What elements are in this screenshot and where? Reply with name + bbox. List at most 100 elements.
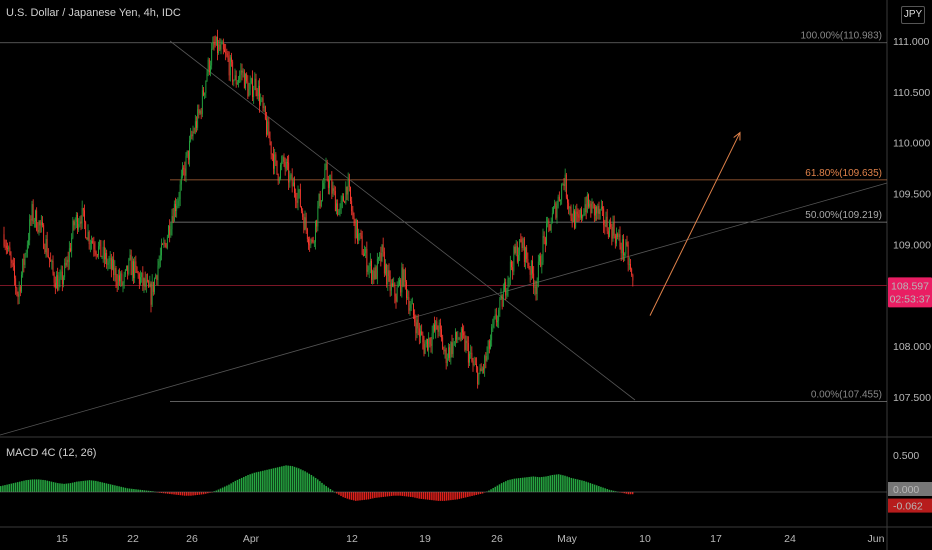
candle-body — [67, 259, 69, 263]
candle-body — [22, 259, 24, 275]
macd-bar — [380, 492, 382, 498]
trendline-down[interactable] — [169, 40, 636, 401]
macd-bar — [112, 484, 114, 492]
candle-body — [136, 267, 138, 273]
macd-bar — [245, 475, 247, 492]
macd-bar — [145, 490, 148, 492]
candle-body — [409, 308, 411, 311]
macd-bar — [477, 492, 480, 495]
candle-body — [627, 245, 629, 265]
candle-body — [521, 242, 523, 248]
candle-body — [348, 179, 350, 188]
candle-body — [613, 222, 615, 236]
macd-bar — [198, 492, 201, 495]
time-axis-label: Apr — [243, 533, 260, 545]
candle-body — [527, 258, 529, 266]
candle-body — [446, 358, 448, 363]
candle-body — [233, 79, 235, 82]
candle-body — [346, 186, 348, 195]
time-axis-label: 26 — [186, 533, 198, 545]
candle-body — [358, 233, 360, 241]
candle-body — [8, 247, 10, 249]
macd-bar — [399, 492, 401, 496]
candle-body — [75, 214, 77, 222]
macd-bar — [29, 479, 32, 492]
macd-bar — [325, 486, 327, 492]
candle-body — [329, 180, 330, 188]
candle-body — [474, 364, 476, 365]
macd-bar — [500, 483, 503, 492]
macd-bar — [600, 486, 602, 492]
candle-body — [471, 352, 473, 362]
candle-body — [499, 298, 501, 311]
candle-body — [214, 43, 216, 46]
candle-body — [441, 329, 442, 338]
macd-bar — [456, 492, 458, 500]
currency-button[interactable]: JPY — [901, 6, 925, 24]
candle-body — [406, 281, 407, 298]
candle-body — [222, 42, 224, 50]
candle-body — [184, 168, 186, 176]
candle-body — [312, 239, 314, 242]
candle-body — [16, 287, 18, 294]
projection-arrow-shaft[interactable] — [649, 132, 741, 316]
candle-body — [383, 251, 385, 274]
candle-body — [135, 261, 137, 268]
macd-bar — [595, 485, 598, 492]
candle-body — [578, 216, 580, 218]
macd-bar — [194, 492, 196, 496]
candle-body — [430, 344, 432, 346]
candle-body — [11, 260, 13, 263]
macd-bar — [289, 465, 292, 492]
candle-body — [142, 272, 144, 286]
candle-body — [334, 190, 336, 212]
candle-body — [319, 193, 321, 207]
macd-bar — [420, 492, 423, 499]
macd-bar — [266, 469, 268, 492]
candle-body — [537, 261, 539, 281]
macd-bar — [217, 489, 220, 492]
candle-body — [621, 239, 623, 254]
macd-bar — [464, 492, 467, 498]
candle-body — [425, 339, 427, 344]
candle-body — [514, 246, 516, 253]
candle-body — [220, 44, 222, 50]
candle-body — [96, 254, 98, 256]
macd-bar — [412, 492, 414, 498]
price-axis-label: 109.000 — [893, 239, 931, 251]
candle-body — [64, 262, 66, 278]
macd-bar — [519, 477, 522, 492]
macd-bar — [576, 479, 579, 492]
macd-bar — [25, 480, 27, 492]
macd-bar — [249, 474, 251, 492]
candle-body — [593, 203, 595, 216]
candle-body — [217, 36, 218, 53]
candle-body — [92, 241, 94, 244]
macd-bar — [467, 492, 469, 497]
candle-body — [345, 186, 347, 203]
candle-body — [618, 234, 620, 238]
macd-bar — [166, 492, 169, 494]
time-axis-label: 10 — [639, 533, 651, 545]
macd-bar — [378, 492, 380, 498]
candle-body — [418, 328, 420, 337]
candle-body — [355, 220, 357, 239]
macd-bar — [82, 480, 84, 492]
candle-body — [18, 287, 20, 297]
candle-body — [242, 71, 244, 73]
candle-body — [116, 281, 118, 286]
macd-bar — [526, 477, 528, 492]
candle-body — [35, 210, 36, 222]
candle-body — [235, 75, 237, 85]
candle-body — [290, 174, 292, 176]
candle-body — [610, 221, 612, 227]
macd-bar — [429, 492, 431, 500]
candle-body — [395, 296, 397, 302]
candle-body — [255, 78, 257, 91]
macd-bar — [562, 475, 564, 492]
trendline-up[interactable] — [0, 182, 888, 436]
candle-body — [595, 206, 596, 216]
macd-bar — [547, 475, 549, 492]
macd-bar — [494, 486, 497, 492]
